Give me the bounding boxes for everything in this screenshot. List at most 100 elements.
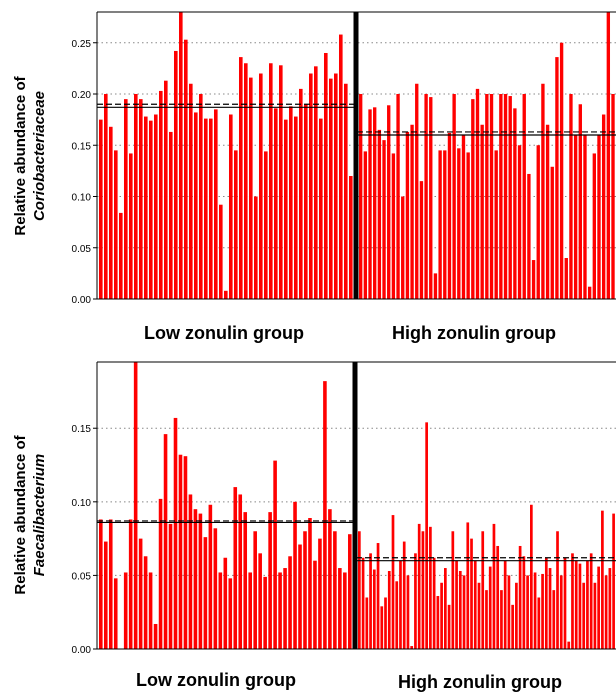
panel-1-group-2-bar — [401, 196, 405, 299]
panel-1-group-2-bar — [466, 152, 470, 299]
panel-1-group-2-bar — [541, 83, 545, 299]
panel-1-group-2-bar — [592, 153, 596, 299]
panel-2-group-2-bar — [578, 563, 582, 649]
panel-1-group-1-bar — [199, 94, 203, 299]
panel-1-group-2-bar — [485, 94, 489, 299]
panel-2-group-1-bar — [128, 519, 133, 649]
panel-2-group-1-bar — [143, 556, 148, 649]
panel-1-group-1-bar — [209, 118, 213, 299]
panel-2-y-axis-label: Relative abundance of Faecalibacterium — [11, 415, 49, 615]
panel-2-group-2-bar — [417, 523, 421, 649]
panel-1-y-tick-label: 0.05 — [72, 244, 92, 255]
panel-1-group-2-bar — [597, 135, 601, 299]
panel-1-group-1-bar — [124, 99, 128, 300]
panel-2-group-2-bar — [369, 553, 372, 649]
panel-2-group-1-bar — [173, 417, 178, 649]
panel-2-group-2-bar — [526, 575, 529, 649]
panel-2-group-1-bar — [193, 509, 198, 649]
panel-1-group-2-bar — [531, 260, 536, 299]
panel-2-group-1-bar — [268, 512, 272, 649]
panel-1-group-1-bar — [109, 126, 113, 299]
panel-1-group-1-bar — [239, 57, 243, 299]
panel-2-group-1-bar — [133, 362, 138, 649]
panel-2-group-2-bar — [447, 604, 451, 649]
panel-2-group-2-bar — [485, 590, 488, 649]
panel-1-group-2-bar — [368, 109, 372, 300]
panel-2-y-tick-label: 0.15 — [72, 424, 92, 435]
panel-1-group-2-bar — [499, 94, 503, 299]
panel-1-group-1-bar — [324, 53, 328, 299]
panel-1-group-2-bar — [527, 173, 531, 299]
panel-1-y-label-taxon: Coriobacteriaceae — [31, 90, 48, 222]
panel-2-group-1-bar — [348, 534, 352, 649]
panel-1-group-1-bar — [194, 112, 198, 299]
panel-2-group-2-bar — [604, 575, 608, 649]
panel-1-group-1-bar — [119, 212, 123, 299]
panel-2-group-2-bar — [358, 531, 361, 649]
panel-2-group-2-bar — [391, 515, 395, 649]
panel-1-group-2-bar — [396, 94, 400, 299]
panel-2-group-1-bar — [183, 456, 188, 649]
panel-2-y-tick-label: 0.10 — [72, 498, 92, 509]
panel-1-group-1-bar — [284, 119, 288, 299]
panel-2-group-1-bar — [293, 501, 297, 649]
panel-1-group-1-bar — [279, 65, 283, 299]
panel-2-group-2-bar — [582, 582, 586, 649]
panel-1-group-2-bar — [405, 131, 410, 299]
panel-2-group-2-bar — [421, 531, 425, 649]
panel-1-group-1-bar — [344, 83, 348, 299]
panel-2-group-2-bar — [567, 641, 571, 649]
panel-2-group-2-bar — [556, 531, 559, 649]
panel-2-group-2-bar — [477, 582, 481, 649]
panel-1-group-1-bar — [274, 108, 278, 299]
panel-2-group-2-bar — [402, 541, 406, 649]
panel-1-group-2-bar — [359, 94, 363, 299]
panel-1-group-1-bar — [189, 83, 193, 299]
panel-2-group-2-bar — [488, 566, 492, 649]
panel-1-group-2-bar — [438, 150, 442, 299]
panel-2-group-1-bar — [208, 504, 213, 649]
panel-1-group-1-bar — [214, 109, 218, 300]
panel-2-group-1-bar — [113, 578, 118, 649]
panel-2-group-1-bar — [328, 509, 332, 649]
panel-1-group-2-bar — [587, 286, 592, 299]
panel-1-group-2-bar — [601, 114, 606, 299]
panel-2-group-1-bar — [123, 572, 128, 649]
panel-2-group-1-bar — [213, 528, 218, 649]
panel-2-group-2-bar — [387, 570, 391, 649]
panel-1-group-2-bar — [555, 57, 559, 299]
panel-2-group-1-bar — [188, 494, 193, 649]
panel-2-group-2-bar — [361, 557, 365, 649]
panel-2-group-1-bar — [308, 518, 312, 649]
panel-1-group-1-bar — [259, 73, 263, 299]
panel-2-group-1-bar — [333, 531, 337, 649]
panel-1-group-1-bar — [329, 78, 333, 299]
panel-2-group-2-bar — [399, 560, 402, 649]
panel-2-group-1-bar — [148, 572, 153, 649]
panel-1-group-1-bar — [224, 290, 228, 299]
panel-1-group-1-bar — [349, 176, 353, 299]
panel-1-group-2-bar — [503, 94, 508, 299]
panel-2-group-1-bar — [318, 538, 322, 649]
panel-2-group-2-bar — [548, 568, 552, 649]
panel-2-group-1-bar — [248, 572, 252, 649]
panel-1-group-1-bar — [249, 77, 253, 299]
panel-1-y-label-prefix: Relative abundance of — [12, 76, 29, 236]
panel-1-group-1-bar — [144, 116, 148, 299]
panel-1-group-2-bar — [461, 135, 466, 299]
panel-2-group-1-bar — [158, 498, 163, 649]
panel-2-group-2-bar — [500, 590, 503, 649]
panel-2-group-2-bar — [563, 557, 567, 649]
panel-1-group-2-bar — [508, 96, 512, 299]
panel-2-group-2-bar — [515, 582, 518, 649]
panel-2-group-1-bar — [343, 572, 347, 649]
panel-1-group-2-bar — [433, 273, 438, 300]
panel-2-group-2-bar — [496, 545, 500, 649]
panel-2-group-2-bar — [533, 572, 537, 649]
panel-2-group-1-bar — [178, 454, 183, 649]
panel-1-group-2-bar — [410, 124, 414, 299]
panel-2-group-2-bar — [384, 597, 387, 649]
panel-1-group-1-bar — [184, 39, 188, 300]
panel-1-group-2-bar — [429, 97, 433, 299]
